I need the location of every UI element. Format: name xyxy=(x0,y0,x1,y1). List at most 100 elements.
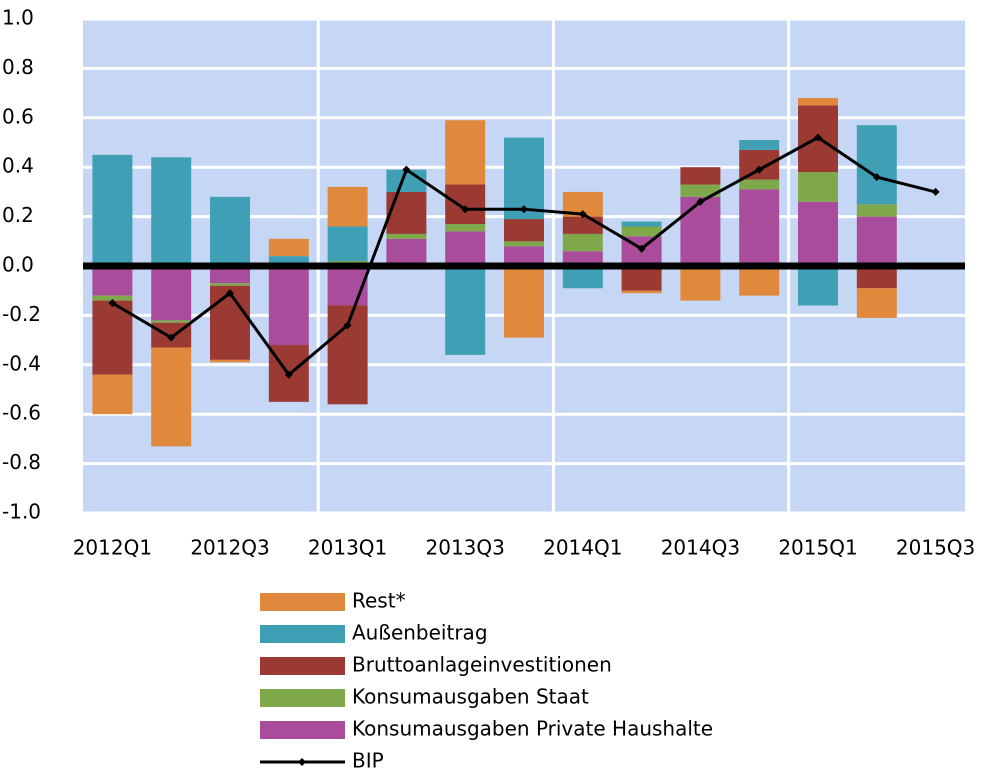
bar-segment xyxy=(151,347,192,447)
y-tick-label: 0.8 xyxy=(2,55,34,79)
bar-segment xyxy=(445,224,486,232)
bar-segment xyxy=(856,266,897,289)
line-marker xyxy=(755,165,764,174)
line-marker xyxy=(520,205,528,214)
bar-segment xyxy=(445,231,486,266)
x-tick-label: 2015Q1 xyxy=(778,536,857,560)
bar-segment xyxy=(210,283,250,286)
legend-label: Konsumausgaben Private Haushalte xyxy=(352,717,713,741)
bar-segment xyxy=(504,266,544,338)
bar-segment xyxy=(739,140,780,150)
y-tick-label: -0.8 xyxy=(2,450,41,474)
bar-segment xyxy=(739,179,780,190)
x-tick-label: 2012Q1 xyxy=(73,536,152,560)
bar-segment xyxy=(151,157,192,266)
line-marker xyxy=(637,244,646,253)
legend-label: Rest* xyxy=(352,589,406,613)
line-marker xyxy=(402,165,411,174)
y-tick-label: 0.0 xyxy=(2,253,34,277)
bar-segment xyxy=(621,226,662,237)
bar-segment xyxy=(386,191,427,234)
bar-segment xyxy=(621,221,662,227)
bar-segment xyxy=(680,266,721,301)
bar-segment xyxy=(210,359,250,363)
legend-label: Außenbeitrag xyxy=(352,621,488,645)
legend-label: Bruttoanlageinvestitionen xyxy=(352,653,612,677)
bar-segment xyxy=(798,266,838,306)
legend-swatch xyxy=(260,625,345,643)
bar-segment xyxy=(386,233,427,239)
legend-swatch xyxy=(260,593,345,611)
line-marker xyxy=(931,187,940,196)
x-tick-label: 2015Q3 xyxy=(896,536,975,560)
y-tick-label: 0.4 xyxy=(2,154,34,178)
y-tick-label: 1.0 xyxy=(2,6,34,30)
bar-segment xyxy=(562,251,603,266)
line-marker xyxy=(343,321,352,330)
legend-label: Konsumausgaben Staat xyxy=(352,685,589,709)
line-marker xyxy=(872,173,881,182)
x-tick-label: 2014Q3 xyxy=(661,536,740,560)
x-tick-label: 2012Q3 xyxy=(190,536,269,560)
bar-segment xyxy=(680,196,721,266)
line-marker xyxy=(108,299,117,308)
bar-segment xyxy=(562,216,603,234)
bar-segment xyxy=(739,189,780,266)
legend-marker xyxy=(298,758,306,766)
bar-segment xyxy=(445,266,486,355)
y-tick-label: -0.6 xyxy=(2,401,41,425)
bar-segment xyxy=(504,246,544,266)
line-marker xyxy=(226,289,234,298)
y-tick-label: -0.4 xyxy=(2,351,41,375)
bar-segment xyxy=(445,120,486,185)
line-marker xyxy=(284,370,293,379)
bar-segment xyxy=(562,233,603,252)
line-marker xyxy=(814,133,822,142)
x-tick-label: 2014Q1 xyxy=(543,536,622,560)
x-tick-label: 2013Q3 xyxy=(426,536,505,560)
y-tick-label: -1.0 xyxy=(2,500,41,524)
bar-segment xyxy=(798,98,838,106)
bar-segment xyxy=(504,219,544,242)
bar-segment xyxy=(621,266,662,291)
bar-segment xyxy=(680,184,721,197)
legend-swatch xyxy=(260,657,345,675)
line-marker xyxy=(696,197,705,206)
bar-segment xyxy=(856,216,897,266)
bar-segment xyxy=(92,154,133,266)
bar-segment xyxy=(92,295,133,301)
bar-segment xyxy=(327,266,368,306)
bar-segment xyxy=(92,300,133,375)
bar-segment xyxy=(445,184,486,225)
y-tick-label: -0.2 xyxy=(2,302,41,326)
bar-segment xyxy=(856,288,897,318)
bar-segment xyxy=(92,374,133,415)
bar-segment xyxy=(739,266,780,296)
bar-segment xyxy=(151,320,192,323)
y-tick-label: 0.6 xyxy=(2,104,34,128)
bar-segment xyxy=(151,266,192,321)
x-tick-label: 2013Q1 xyxy=(308,536,387,560)
line-marker xyxy=(578,210,587,219)
bar-segment xyxy=(504,241,544,247)
bar-segment xyxy=(327,186,368,227)
bar-segment xyxy=(621,290,662,294)
legend-label: BIP xyxy=(352,749,384,773)
bar-segment xyxy=(268,266,309,346)
bar-segment xyxy=(210,285,250,360)
legend-swatch xyxy=(260,689,345,707)
bar-segment xyxy=(856,204,897,217)
line-marker xyxy=(461,205,470,214)
bar-segment xyxy=(798,201,838,266)
bar-segment xyxy=(798,172,838,202)
line-marker xyxy=(167,333,176,342)
bar-segment xyxy=(562,266,603,289)
bar-segment xyxy=(210,266,250,284)
bar-segment xyxy=(680,167,721,185)
bar-segment xyxy=(856,125,897,205)
bar-segment xyxy=(92,266,133,296)
bar-segment xyxy=(327,305,368,405)
bar-segment xyxy=(327,226,368,262)
bar-segment xyxy=(210,196,250,266)
